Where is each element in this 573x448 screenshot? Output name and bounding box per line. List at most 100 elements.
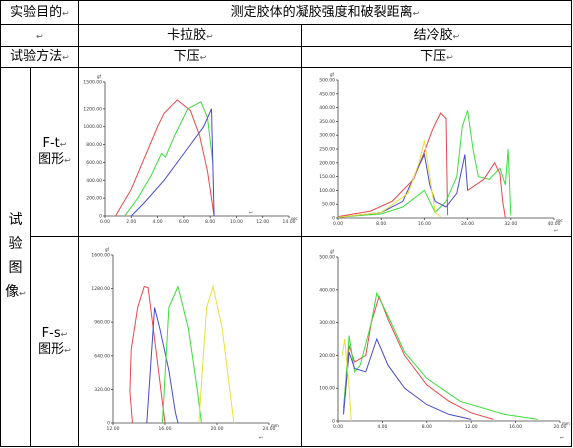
y-unit-label: gf [330, 249, 335, 254]
purpose-label: 实验目的↩ [0, 0, 79, 25]
series-yellow-line [341, 338, 352, 422]
carrageenan-ft-chart: gf sec 0.00 2.00 4.00 6.00 8.00 10.00 12.00 14.00… [83, 74, 298, 225]
gellan-ft-cell: gf sec 0.00 8.00 16.00 24.00 32.00 40.00 0 50.00 1… [301, 67, 572, 237]
series-blue-line [337, 152, 469, 218]
x-tick-label: 4.00 [153, 219, 163, 225]
carrageenan-fs-cell: gf mm 12.00 16.00 20.00 24.00 0 320.00 640.00 960… [78, 236, 302, 447]
x-unit-label: mm [562, 421, 570, 426]
x-tick-label: 8.00 [376, 221, 386, 227]
y-tick-label: 0 [107, 421, 110, 427]
y-tick-label: 400.00 [319, 105, 335, 111]
method-carrageenan: 下压↩ [78, 46, 302, 68]
series-green-line [337, 110, 512, 218]
y-tick-label: 960.00 [94, 320, 110, 326]
y-unit-label: gf [105, 247, 110, 252]
x-tick-label: 0.00 [100, 219, 110, 225]
series-green-line [124, 100, 214, 217]
x-tick-label: 0.00 [333, 221, 343, 227]
x-tick-label: 2.00 [126, 219, 136, 225]
side-char-4: 像 [5, 284, 20, 300]
x-tick-label: 32.00 [504, 221, 517, 227]
paragraph-mark: ↩ [560, 436, 564, 441]
y-tick-label: 150.00 [319, 174, 335, 180]
y-tick-label: 1280.00 [91, 286, 110, 292]
series-green-line [343, 291, 538, 420]
y-tick-label: 300.00 [319, 320, 335, 326]
x-tick-label: 8.00 [205, 219, 215, 225]
x-tick-label: 0.00 [333, 424, 343, 430]
paragraph-mark: ↩ [554, 229, 558, 234]
method-row: 试验方法↩ 下压↩ 下压↩ [0, 46, 572, 68]
y-tick-label: 1000.00 [83, 124, 102, 130]
y-tick-label: 100.00 [319, 386, 335, 392]
x-tick-label: 10.00 [230, 219, 243, 225]
ft-row: 试 验 图 像↩ F-t↩ 图形↩ gf sec 0.00 2.00 4.00 6.00 8… [0, 67, 572, 447]
axis-lines [104, 82, 289, 217]
series-red-line [467, 161, 506, 219]
y-unit-label: gf [330, 72, 335, 77]
x-tick-label: 14.00 [283, 219, 296, 225]
x-tick-label: 8.00 [422, 424, 432, 430]
gellan-header: 结冷胶↩ [301, 24, 572, 47]
y-tick-label: 640.00 [94, 353, 110, 359]
x-unit-label: mm [271, 423, 279, 428]
carrageenan-header: 卡拉胶↩ [78, 24, 302, 47]
x-tick-label: 6.00 [179, 219, 189, 225]
ft-label: F-t↩ 图形↩ [30, 67, 79, 237]
paragraph-mark: ↩ [259, 436, 263, 441]
carrageenan-ft-cell: gf sec 0.00 2.00 4.00 6.00 8.00 10.00 12.00 14.00… [78, 67, 302, 237]
method-label: 试验方法↩ [0, 46, 79, 68]
y-tick-label: 200.00 [319, 353, 335, 359]
series-yellow-line [337, 140, 441, 218]
paragraph-mark: ↩ [249, 211, 253, 216]
series-red-line [129, 285, 166, 424]
y-tick-label: 1200.00 [83, 106, 102, 112]
y-tick-label: 100.00 [319, 188, 335, 194]
y-tick-label: 200.00 [319, 160, 335, 166]
series-green-line [161, 284, 202, 424]
series-red-line [115, 99, 215, 217]
method-gellan: 下压↩ [301, 46, 572, 68]
y-tick-label: 350.00 [319, 119, 335, 125]
axis-lines [337, 257, 560, 422]
y-tick-label: 320.00 [94, 387, 110, 393]
y-tick-label: 1600.00 [91, 253, 110, 259]
y-tick-label: 50.00 [322, 202, 335, 208]
axis-lines [112, 255, 269, 424]
y-tick-label: 0 [99, 214, 102, 220]
axis-lines [337, 80, 554, 219]
y-tick-label: 1500.00 [83, 80, 102, 86]
y-tick-label: 300.00 [319, 133, 335, 139]
y-tick-label: 200.00 [86, 196, 102, 202]
series-red-line [337, 112, 449, 218]
x-tick-label: 16.00 [418, 221, 431, 227]
x-tick-label: 24.00 [461, 221, 474, 227]
y-tick-label: 450.00 [319, 91, 335, 97]
carrageenan-fs-chart: gf mm 12.00 16.00 20.00 24.00 0 320.00 640.00 960… [91, 247, 279, 441]
x-unit-label: sec [291, 216, 298, 221]
side-char-3: 图 [8, 260, 23, 276]
x-tick-label: 20.00 [211, 426, 224, 432]
x-tick-label: 4.00 [377, 424, 387, 430]
x-tick-label: 12.00 [107, 426, 120, 432]
y-unit-label: gf [97, 74, 102, 79]
series-blue-line [130, 108, 215, 217]
x-tick-label: 12.00 [256, 219, 269, 225]
x-tick-label: 40.00 [548, 221, 561, 227]
fs-label: F-s↩ 图形↩ [30, 236, 79, 447]
gellan-fs-cell: gf mm 0.00 4.00 8.00 12.00 16.00 20.00 0 100.00 20… [301, 236, 572, 447]
series-red-line [343, 294, 494, 420]
x-tick-label: 16.00 [159, 426, 172, 432]
y-tick-label: 0 [332, 419, 335, 425]
y-tick-label: 250.00 [319, 147, 335, 153]
fs-row: F-s↩ 图形↩ gf mm 12.00 16.00 20.00 24.00 0 320.00… [1, 236, 572, 447]
series-yellow-line [198, 284, 235, 424]
x-tick-label: 16.00 [509, 424, 522, 430]
series-blue-line [343, 337, 472, 420]
series-blue-line [146, 307, 179, 424]
y-tick-label: 600.00 [86, 160, 102, 166]
y-tick-label: 400.00 [86, 178, 102, 184]
y-tick-label: 0 [332, 216, 335, 222]
